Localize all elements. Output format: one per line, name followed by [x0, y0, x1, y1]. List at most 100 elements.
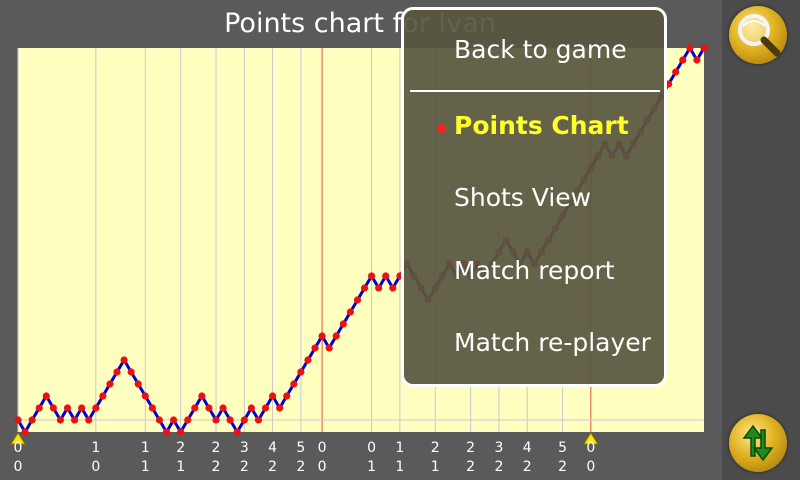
x-tick-label-top: 0	[367, 440, 376, 456]
data-point	[226, 416, 234, 424]
data-point	[297, 368, 305, 376]
data-point	[120, 356, 128, 364]
x-tick-label-bottom: 1	[431, 459, 440, 475]
data-point	[268, 392, 277, 400]
data-point	[389, 284, 397, 292]
x-tick-label-top: 1	[395, 440, 404, 456]
data-point	[276, 404, 284, 412]
x-tick-label-bottom: 2	[296, 459, 305, 475]
set-marker-triangle	[582, 432, 599, 445]
data-point	[49, 404, 57, 412]
menu-item-match-report[interactable]: Match report	[454, 256, 615, 285]
x-tick-label-bottom: 2	[558, 459, 567, 475]
data-point	[332, 332, 340, 340]
data-point	[700, 44, 708, 52]
data-point	[205, 404, 213, 412]
x-tick-label-top: 1	[141, 440, 150, 456]
x-tick-label-bottom: 0	[318, 459, 327, 475]
data-point	[679, 56, 687, 64]
x-tick-label-top: 0	[14, 440, 23, 456]
x-tick-label-bottom: 2	[494, 459, 503, 475]
x-tick-label-bottom: 1	[367, 459, 376, 475]
data-point	[42, 392, 50, 400]
data-point	[162, 428, 171, 436]
x-tick-label-top: 4	[523, 440, 532, 456]
x-tick-label-bottom: 2	[268, 459, 277, 475]
data-point	[21, 428, 29, 436]
data-point	[78, 404, 86, 412]
data-point	[375, 284, 383, 292]
x-tick-label-bottom: 0	[586, 459, 595, 475]
data-point	[177, 428, 185, 436]
data-point	[254, 416, 263, 424]
right-toolbar	[722, 0, 800, 480]
data-point	[240, 416, 248, 424]
menu-item-match-replayer[interactable]: Match re-player	[454, 328, 651, 357]
x-tick-label-top: 5	[558, 440, 567, 456]
x-tick-label-top: 2	[176, 440, 185, 456]
data-point	[184, 416, 192, 424]
x-tick-label-top: 2	[212, 440, 221, 456]
data-point	[686, 44, 694, 52]
data-point	[127, 368, 135, 376]
data-point	[283, 392, 291, 400]
x-tick-label-bottom: 2	[240, 459, 249, 475]
data-point	[191, 404, 199, 412]
data-point	[106, 380, 114, 388]
x-tick-label-top: 0	[586, 440, 595, 456]
data-point	[198, 392, 206, 400]
data-point	[353, 296, 362, 304]
x-tick-label-bottom: 1	[141, 459, 150, 475]
data-point	[290, 380, 298, 388]
data-point	[169, 416, 178, 424]
magnifier-icon	[738, 14, 781, 57]
data-point	[693, 56, 701, 64]
data-point	[672, 68, 680, 76]
x-tick-label-top: 3	[240, 440, 249, 456]
menu-item-shots-view[interactable]: Shots View	[454, 183, 592, 212]
data-point	[311, 344, 319, 352]
menu-item-back-to-game[interactable]: Back to game	[454, 35, 627, 64]
selected-indicator	[437, 124, 446, 133]
x-tick-label-bottom: 2	[523, 459, 532, 475]
data-point	[304, 356, 312, 364]
data-point	[28, 416, 36, 424]
data-point	[70, 416, 79, 424]
set-markers	[10, 432, 599, 445]
data-point	[56, 416, 65, 424]
data-point	[134, 380, 142, 388]
data-point	[113, 368, 121, 376]
data-point	[141, 392, 149, 400]
data-point	[14, 416, 22, 424]
data-point	[382, 272, 390, 280]
data-point	[212, 416, 220, 424]
data-point	[247, 404, 255, 412]
data-point	[325, 344, 333, 352]
data-point	[368, 272, 376, 280]
data-point	[261, 404, 270, 412]
x-tick-label-bottom: 1	[395, 459, 404, 475]
data-point	[233, 428, 241, 436]
x-tick-label-top: 1	[91, 440, 100, 456]
x-tick-label-bottom: 2	[466, 459, 475, 475]
x-tick-label-bottom: 2	[212, 459, 221, 475]
data-point	[219, 404, 227, 412]
menu-item-points-chart[interactable]: Points Chart	[454, 111, 629, 140]
x-tick-label-top: 2	[466, 440, 475, 456]
data-point	[155, 416, 164, 424]
data-point	[148, 404, 156, 412]
data-point	[99, 392, 107, 400]
data-point	[360, 284, 369, 292]
data-point	[85, 416, 93, 424]
data-point	[92, 404, 100, 412]
x-tick-label-top: 4	[268, 440, 277, 456]
set-marker-triangle	[10, 432, 26, 445]
x-tick-label-bottom: 0	[91, 459, 100, 475]
data-point	[63, 404, 72, 412]
x-tick-label-top: 5	[296, 440, 305, 456]
swap-button[interactable]	[729, 414, 787, 472]
x-tick-label-top: 0	[318, 440, 327, 456]
zoom-button[interactable]	[729, 6, 787, 64]
data-point	[339, 320, 347, 328]
